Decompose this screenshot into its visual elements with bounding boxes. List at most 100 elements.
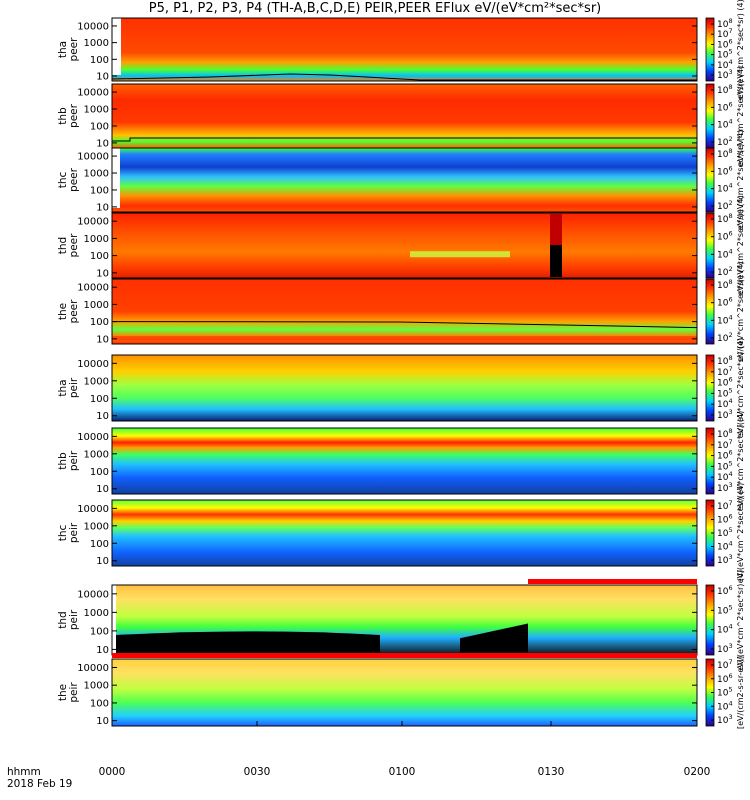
spacecraft-potential-line [111,73,697,81]
colorbar-tick-label: 108 [717,212,733,225]
y-tick-label: 10 [96,334,109,345]
y-axis-label: thc peer [57,167,80,192]
y-tick-label: 100 [90,55,109,66]
energy-band [112,653,697,658]
x-tick-label: 0200 [683,766,711,778]
y-tick-label: 100 [90,539,109,550]
colorbar-tick-label: 106 [717,584,733,597]
y-tick-label: 10000 [77,88,109,99]
colorbar-unit-label: eV/(eV*cm^2*sec*sr) (4) [736,66,745,167]
colorbar-tick-label: 106 [717,296,733,309]
y-axis-label-line: peir [68,609,80,630]
spectrogram-image [112,428,697,494]
spectrogram-image [112,213,697,278]
y-axis-label: thd peer [57,233,80,258]
y-tick-label: 10 [96,202,109,213]
colorbar-unit-label: eV/(eV*cm^2*sec*sr) (4) [736,570,745,671]
colorbar-tick-label: 106 [717,100,733,113]
colorbar-tick-label: 107 [717,658,733,671]
colorbar [705,17,715,82]
y-tick-label: 1000 [84,376,109,387]
y-axis-label: the peir [57,682,80,703]
colorbar-unit-label: [eV/(cm2-s-sr-eV)] [736,656,745,729]
panel-frame [111,147,698,213]
y-axis-label-line: thb [57,452,69,470]
colorbar-unit-label: eV/(eV*cm^2*sec*sr) (4) [736,261,745,362]
colorbar-tick-label: 104 [717,699,733,712]
y-axis-label-line: peer [68,299,80,324]
panel-frame [111,278,698,345]
y-tick-label: 1000 [84,681,109,692]
x-tick-label: 0030 [243,766,271,778]
colorbar-tick-label: 102 [717,199,733,212]
y-axis-label-line: thd [57,611,69,628]
y-tick-label: 10000 [77,152,109,163]
y-tick-label: 100 [90,626,109,637]
y-tick-label: 10 [96,138,109,149]
y-axis-label-line: peir [68,522,80,543]
colorbar [705,584,715,656]
spectrogram-image [112,500,697,566]
colorbar [705,354,715,422]
panel-frame [111,499,698,567]
colorbar-tick-label: 104 [717,313,733,326]
colorbar [705,427,715,495]
colorbar-tick-label: 102 [717,265,733,278]
colorbar-tick-label: 106 [717,672,733,685]
y-tick-label: 100 [90,317,109,328]
y-tick-label: 100 [90,394,109,405]
colorbar-tick-label: 103 [717,553,733,566]
y-tick-label: 10000 [77,359,109,370]
below-threshold-region [116,631,380,655]
panel-frame [111,658,698,727]
y-axis-label-line: peer [68,167,80,192]
data-gap [112,148,120,208]
y-tick-label: 1000 [84,608,109,619]
colorbar-tick-label: 105 [717,526,733,539]
energy-band [112,336,697,340]
date-label: 2018 Feb 19 [7,778,73,790]
y-axis-label-line: thd [57,237,69,254]
y-axis-label-line: peir [68,377,80,398]
y-tick-label: 10000 [77,504,109,515]
y-tick-label: 10 [96,645,109,656]
colorbar-tick-label: 103 [717,713,733,726]
y-axis-label-line: thc [57,525,69,542]
y-tick-label: 10 [96,484,109,495]
y-axis-label-line: tha [57,41,69,58]
colorbar-tick-label: 104 [717,247,733,260]
spectrogram-image [112,84,697,148]
y-tick-label: 10 [96,716,109,727]
spacecraft-potential-line [112,137,697,142]
x-tick-label: 0100 [388,766,416,778]
y-axis-label-line: tha [57,379,69,396]
y-tick-label: 10000 [77,589,109,600]
y-tick-label: 10000 [77,432,109,443]
panel-frame [111,427,698,495]
colorbar-unit-label: eV/(eV*cm^2*sec*sr) (4) [736,483,745,584]
colorbar-unit-label: eV/(eV*cm^2*sec*sr) (4) [736,195,745,296]
energy-band [528,579,697,584]
y-tick-label: 1000 [84,38,109,49]
y-tick-label: 1000 [84,234,109,245]
y-tick-label: 100 [90,251,109,262]
figure-title: P5, P1, P2, P3, P4 (TH-A,B,C,D,E) PEIR,P… [148,1,602,16]
y-tick-label: 100 [90,467,109,478]
y-axis-label-line: peir [68,682,80,703]
colorbar-tick-label: 108 [717,278,733,291]
y-axis-label-line: thb [57,107,69,125]
colorbar-tick-label: 106 [717,164,733,177]
spacecraft-potential-line [111,321,698,329]
data-gap [112,18,121,75]
colorbar-tick-label: 104 [717,118,733,131]
y-axis-label: tha peer [57,37,80,62]
colorbar-tick-label: 105 [717,686,733,699]
panel-frame [111,212,698,279]
time-axis-label: hhmm [7,766,41,778]
y-axis-label: thc peir [57,522,80,543]
data-gap [550,245,562,277]
colorbar-tick-label: 105 [717,603,733,616]
y-axis-label-line: the [57,303,69,320]
colorbar-tick-label: 104 [717,623,733,636]
colorbar-unit-label: eV/(eV*cm^2*sec*sr) (4) [736,130,745,231]
